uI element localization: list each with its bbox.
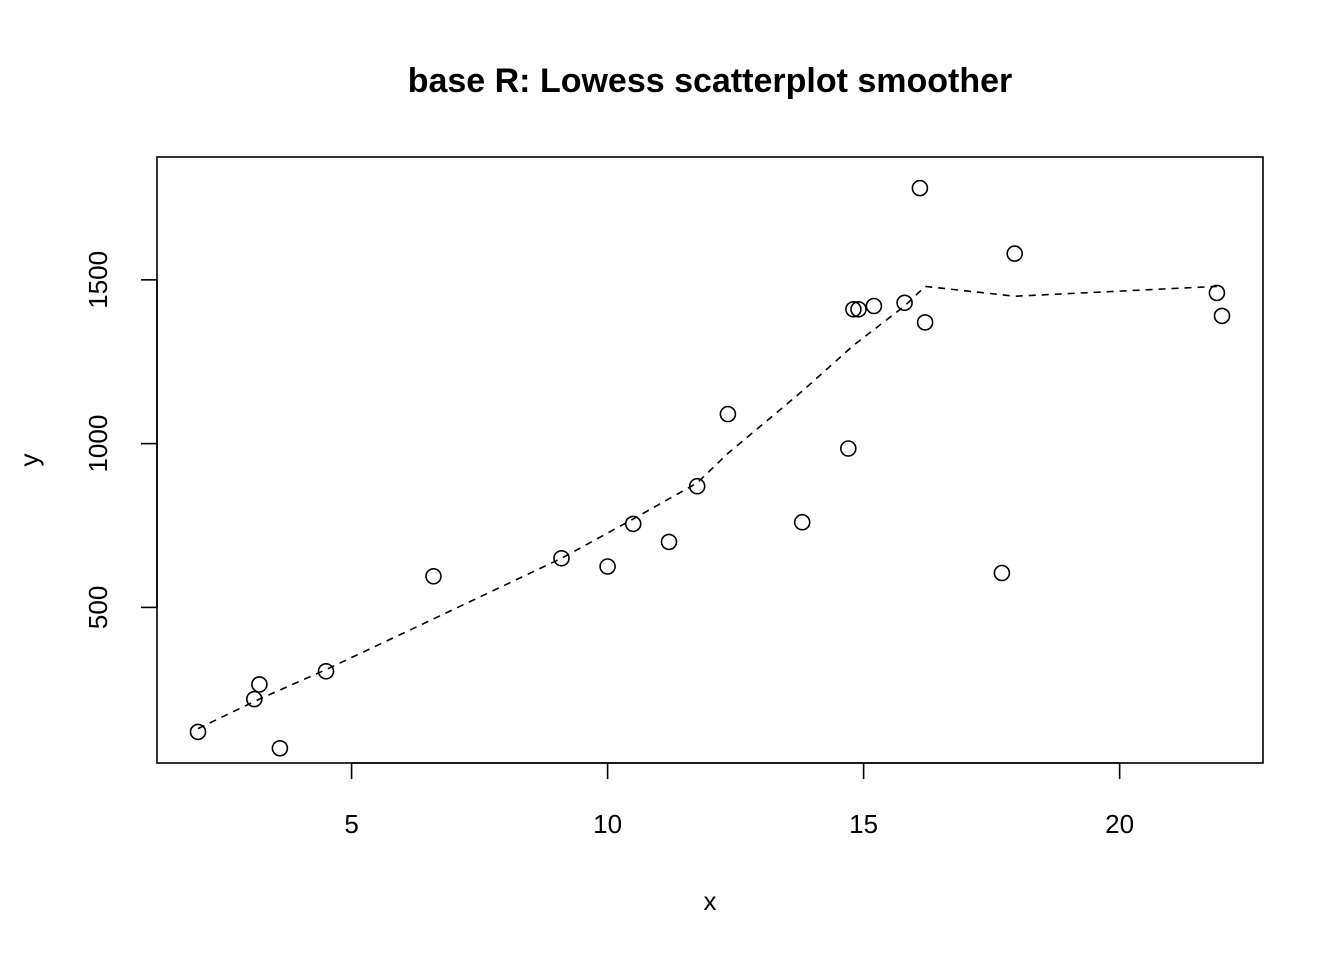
x-tick-label: 5 xyxy=(344,809,358,839)
data-point xyxy=(271,739,289,757)
data-point xyxy=(719,405,737,423)
data-point xyxy=(911,179,929,197)
data-point xyxy=(688,477,706,495)
lowess-line-path xyxy=(197,285,1217,730)
data-point xyxy=(246,690,263,708)
y-axis-label: y xyxy=(14,454,44,467)
data-point xyxy=(599,558,616,575)
x-axis-label: x xyxy=(704,886,717,916)
data-point xyxy=(916,314,934,331)
data-point xyxy=(189,723,207,741)
x-tick-label: 15 xyxy=(849,809,878,839)
plot-frame xyxy=(156,156,1264,764)
data-point xyxy=(1213,307,1231,325)
data-point xyxy=(845,300,862,318)
data-point xyxy=(865,297,883,315)
x-tick-label: 20 xyxy=(1105,809,1134,839)
data-point xyxy=(793,513,811,531)
x-tick-label: 10 xyxy=(593,809,622,839)
chart-title: base R: Lowess scatterplot smoother xyxy=(408,62,1013,100)
data-point xyxy=(317,662,335,680)
x-axis: 5 10 15 20 xyxy=(344,762,1134,839)
y-tick-label: 1000 xyxy=(83,415,113,473)
lowess-smoother-line xyxy=(197,285,1217,730)
data-point xyxy=(425,567,442,585)
data-point xyxy=(1208,284,1226,302)
y-tick-label: 1500 xyxy=(83,251,113,309)
data-point xyxy=(839,440,857,457)
y-axis: 500 1000 1500 xyxy=(83,251,158,629)
data-point xyxy=(251,676,268,693)
data-point xyxy=(553,549,570,567)
data-point xyxy=(896,294,913,312)
data-point xyxy=(993,564,1011,582)
y-tick-label: 500 xyxy=(83,586,113,629)
data-point xyxy=(1006,245,1024,262)
data-point xyxy=(850,300,867,318)
scatter-points xyxy=(189,179,1231,757)
data-point xyxy=(624,515,642,533)
data-point xyxy=(660,533,678,551)
